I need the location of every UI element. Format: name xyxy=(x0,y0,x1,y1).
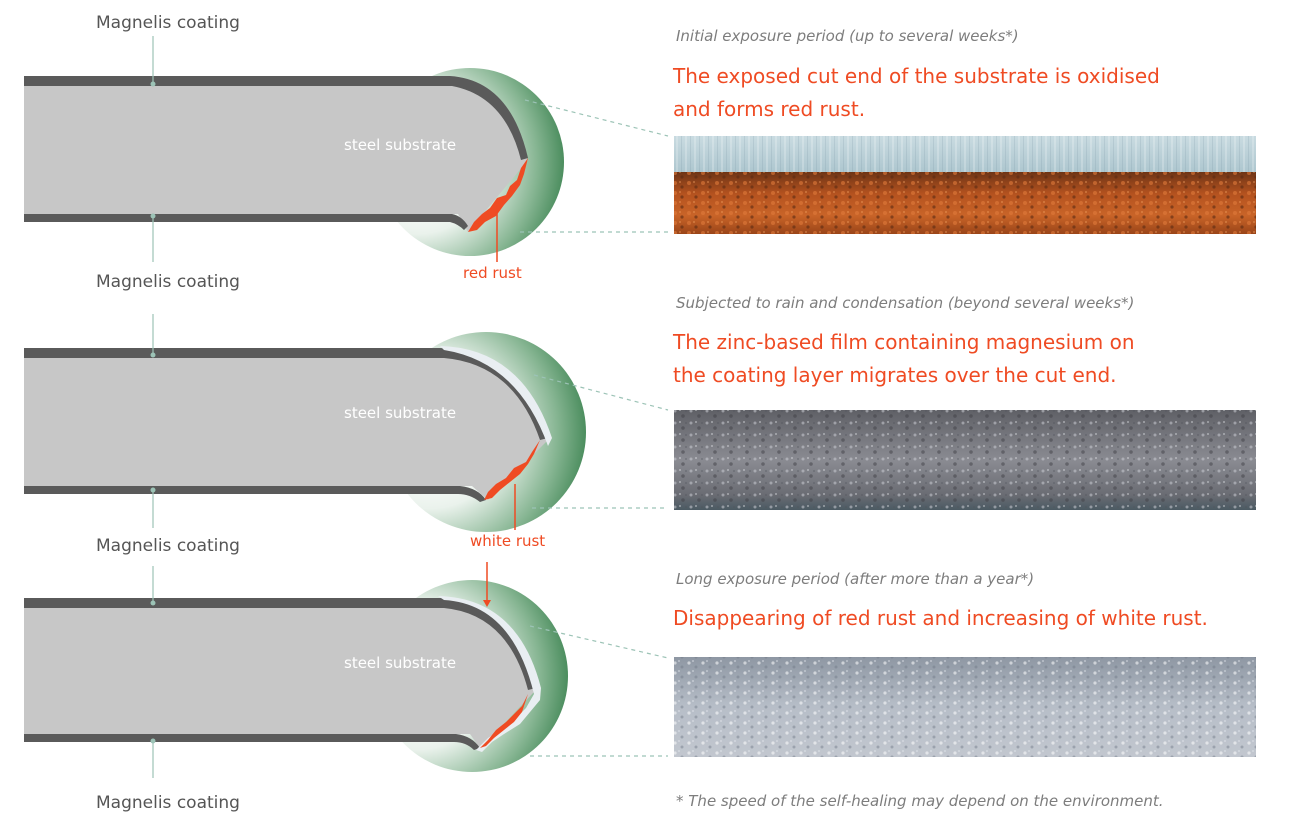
white-rust-film xyxy=(440,346,552,446)
red-rust-deposit xyxy=(468,158,528,232)
migrating-film-photo xyxy=(674,410,1256,510)
coating-label: Magnelis coating xyxy=(96,13,240,33)
coating-label: Magnelis coating xyxy=(96,793,240,813)
substrate-label: steel substrate xyxy=(344,404,457,422)
white-rust-film xyxy=(438,596,541,752)
coating-top xyxy=(24,76,528,160)
coating-bottom xyxy=(24,214,468,230)
substrate-label: steel substrate xyxy=(344,136,457,154)
red-rust-photo xyxy=(674,136,1256,234)
white-rust-photo xyxy=(674,657,1256,757)
stage-3-headline: Disappearing of red rust and increasing … xyxy=(673,606,1208,630)
stage-2-diagram xyxy=(24,314,1256,532)
white-rust-pointer-arrow xyxy=(483,600,491,607)
coating-leader-dot xyxy=(150,600,156,606)
stage-1-diagram xyxy=(24,36,1256,262)
steel-substrate xyxy=(24,86,528,232)
coating-bottom xyxy=(24,734,480,750)
coating-leader-dot xyxy=(150,738,156,744)
steel-substrate xyxy=(24,358,548,500)
stage-3-diagram xyxy=(24,562,1256,778)
stage-1-caption: Initial exposure period (up to several w… xyxy=(676,27,1019,45)
steel-substrate xyxy=(24,608,536,748)
stage-3-caption: Long exposure period (after more than a … xyxy=(676,570,1035,588)
coating-top xyxy=(24,348,548,440)
stage-1-headline: The exposed cut end of the substrate is … xyxy=(673,64,1160,88)
coating-top xyxy=(24,598,536,690)
zoom-line-top xyxy=(533,374,669,411)
stage-2-caption: Subjected to rain and condensation (beyo… xyxy=(676,294,1135,312)
zoom-line-top xyxy=(524,99,669,137)
red-rust-label: red rust xyxy=(463,264,522,282)
coating-label: Magnelis coating xyxy=(96,536,240,556)
stage-1-headline: and forms red rust. xyxy=(673,97,866,121)
coating-leader-dot xyxy=(150,81,156,87)
stage-2-headline: the coating layer migrates over the cut … xyxy=(673,363,1117,387)
coating-bottom xyxy=(24,486,486,502)
coating-leader-dot xyxy=(150,213,156,219)
substrate-label: steel substrate xyxy=(344,654,457,672)
red-rust-deposit xyxy=(484,440,540,500)
coating-label: Magnelis coating xyxy=(96,272,240,292)
white-rust-label: white rust xyxy=(470,532,546,550)
footnote: * The speed of the self-healing may depe… xyxy=(676,792,1164,810)
stage-2-headline: The zinc-based film containing magnesium… xyxy=(673,330,1135,354)
coating-leader-dot xyxy=(150,487,156,493)
coating-leader-dot xyxy=(150,352,156,358)
